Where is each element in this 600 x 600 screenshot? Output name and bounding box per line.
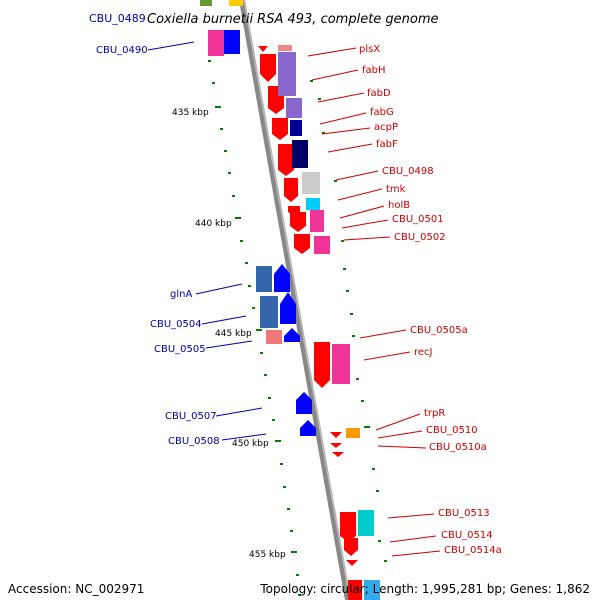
gene-label: CBU_0510 <box>426 425 478 436</box>
gene-label: tmk <box>386 184 406 195</box>
gene-label: CBU_0505 <box>154 344 206 355</box>
gene-label: fabG <box>370 107 394 118</box>
accession-label: Accession: NC_002971 <box>8 582 145 596</box>
gene-label: CBU_0504 <box>150 319 202 330</box>
kbp-label: 435 kbp <box>172 108 209 118</box>
gene-label: CBU_0502 <box>394 232 446 243</box>
gene-label: fabH <box>362 65 386 76</box>
gene-label: glnA <box>170 289 192 300</box>
kbp-labels: 435 kbp 440 kbp 445 kbp 450 kbp 455 kbp <box>172 108 286 560</box>
gene-label: CBU_0514a <box>444 545 502 556</box>
plus-strand-features <box>258 45 380 600</box>
gene-label: plsX <box>359 44 380 55</box>
gene-features-top <box>200 0 243 56</box>
gene-label: fabF <box>376 139 398 150</box>
gene-label: CBU_0508 <box>168 436 220 447</box>
topology-label: Topology: circular; Length: 1,995,281 bp… <box>260 582 590 596</box>
gene-label: CBU_0507 <box>165 411 217 422</box>
gene-label: CBU_0498 <box>382 166 434 177</box>
gene-label: CBU_0490 <box>96 45 148 56</box>
kbp-label: 445 kbp <box>215 329 252 339</box>
gene-label: CBU_0505a <box>410 325 468 336</box>
gene-label: holB <box>388 200 410 211</box>
gene-label: recJ <box>414 347 433 358</box>
genome-backbone <box>239 0 351 600</box>
gene-label: CBU_0501 <box>392 214 444 225</box>
gene-label: CBU_0510a <box>429 442 487 453</box>
gene-label: trpR <box>424 408 445 419</box>
minus-strand-features <box>256 264 316 436</box>
title-gene-label: CBU_0489 <box>89 12 146 25</box>
kbp-label: 440 kbp <box>195 219 232 229</box>
kbp-label: 450 kbp <box>232 439 269 449</box>
gene-label: CBU_0514 <box>441 530 493 541</box>
leader-lines <box>147 41 441 557</box>
gene-labels: CBU_0490 plsX fabH fabD fabG acpP fabF C… <box>96 44 502 556</box>
tick-marks <box>208 60 387 596</box>
gene-label: acpP <box>374 122 398 133</box>
kbp-label: 455 kbp <box>249 550 286 560</box>
page-title: Coxiella burnetii RSA 493, complete geno… <box>147 12 439 27</box>
gene-label: CBU_0513 <box>438 508 490 519</box>
gene-label: fabD <box>367 88 391 99</box>
